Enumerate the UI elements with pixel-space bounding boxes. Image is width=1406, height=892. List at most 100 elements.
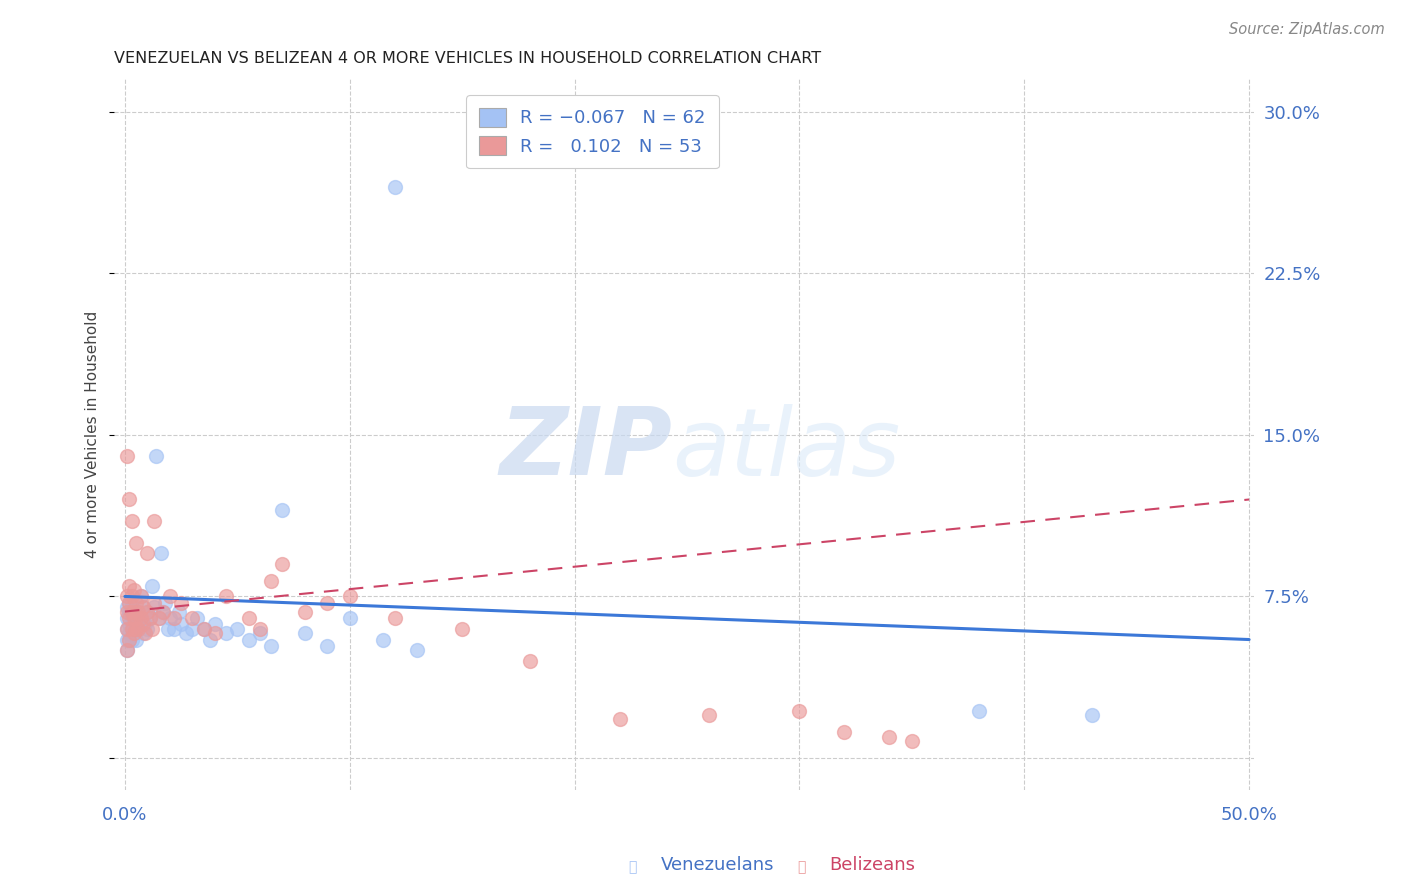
Point [193, 622, 215, 636]
Point [969, 704, 991, 718]
Point [155, 596, 177, 610]
Point [406, 643, 429, 657]
Point [125, 622, 148, 636]
Point [122, 605, 145, 619]
Point [132, 600, 155, 615]
Point [125, 611, 148, 625]
Point [118, 611, 141, 625]
Point [294, 605, 316, 619]
Point [122, 622, 145, 636]
Point [181, 622, 204, 636]
Point [143, 514, 166, 528]
Point [129, 611, 152, 625]
Point [249, 626, 271, 640]
Point [121, 611, 143, 625]
Point [115, 605, 138, 619]
Point [260, 639, 283, 653]
Point [204, 626, 226, 640]
Point [170, 617, 193, 632]
Point [200, 632, 222, 647]
Point [163, 611, 186, 625]
Point [143, 600, 166, 615]
Text: ⬛: ⬛ [797, 860, 806, 874]
Point [316, 596, 339, 610]
Text: Venezuelans: Venezuelans [661, 856, 775, 874]
Point [115, 611, 138, 625]
Point [115, 622, 138, 636]
Point [163, 622, 186, 636]
Text: VENEZUELAN VS BELIZEAN 4 OR MORE VEHICLES IN HOUSEHOLD CORRELATION CHART: VENEZUELAN VS BELIZEAN 4 OR MORE VEHICLE… [114, 51, 821, 66]
Point [127, 622, 149, 636]
Point [148, 611, 170, 625]
Point [115, 600, 138, 615]
Point [609, 712, 631, 726]
Point [145, 450, 167, 464]
Point [129, 590, 152, 604]
Point [127, 605, 149, 619]
Point [121, 514, 143, 528]
Point [193, 622, 215, 636]
Point [129, 611, 152, 625]
Point [901, 734, 924, 748]
Point [121, 605, 143, 619]
Point [118, 632, 141, 647]
Point [118, 492, 141, 507]
Point [115, 590, 138, 604]
Point [138, 611, 160, 625]
Point [121, 622, 143, 636]
Point [132, 600, 155, 615]
Point [152, 605, 174, 619]
Point [384, 611, 406, 625]
Point [118, 617, 141, 632]
Point [115, 632, 138, 647]
Point [271, 503, 294, 517]
Text: Belizeans: Belizeans [830, 856, 915, 874]
Point [115, 450, 138, 464]
Point [138, 611, 160, 625]
Point [215, 590, 238, 604]
Point [115, 622, 138, 636]
Point [125, 622, 148, 636]
Point [134, 617, 156, 632]
Point [118, 632, 141, 647]
Point [115, 643, 138, 657]
Point [125, 535, 148, 549]
Point [339, 590, 361, 604]
Point [118, 596, 141, 610]
Point [121, 622, 143, 636]
Point [1080, 708, 1102, 723]
Point [204, 617, 226, 632]
Point [121, 632, 143, 647]
Point [181, 611, 204, 625]
Point [118, 626, 141, 640]
Point [132, 626, 155, 640]
Point [789, 704, 811, 718]
Point [143, 596, 166, 610]
Point [136, 605, 159, 619]
Point [148, 611, 170, 625]
Point [122, 611, 145, 625]
Point [122, 626, 145, 640]
Point [121, 590, 143, 604]
Point [122, 626, 145, 640]
Point [136, 605, 159, 619]
Point [152, 605, 174, 619]
Point [879, 730, 901, 744]
Point [125, 611, 148, 625]
Point [122, 582, 145, 597]
Point [118, 579, 141, 593]
Point [215, 626, 238, 640]
Point [699, 708, 721, 723]
Point [136, 546, 159, 560]
Text: 0.0%: 0.0% [103, 806, 148, 824]
Text: 50.0%: 50.0% [1220, 806, 1278, 824]
Point [132, 617, 155, 632]
Point [519, 654, 541, 668]
Point [238, 611, 260, 625]
Point [174, 626, 197, 640]
Point [118, 596, 141, 610]
Point [170, 596, 193, 610]
Point [134, 626, 156, 640]
Y-axis label: 4 or more Vehicles in Household: 4 or more Vehicles in Household [86, 311, 100, 558]
Point [316, 639, 339, 653]
